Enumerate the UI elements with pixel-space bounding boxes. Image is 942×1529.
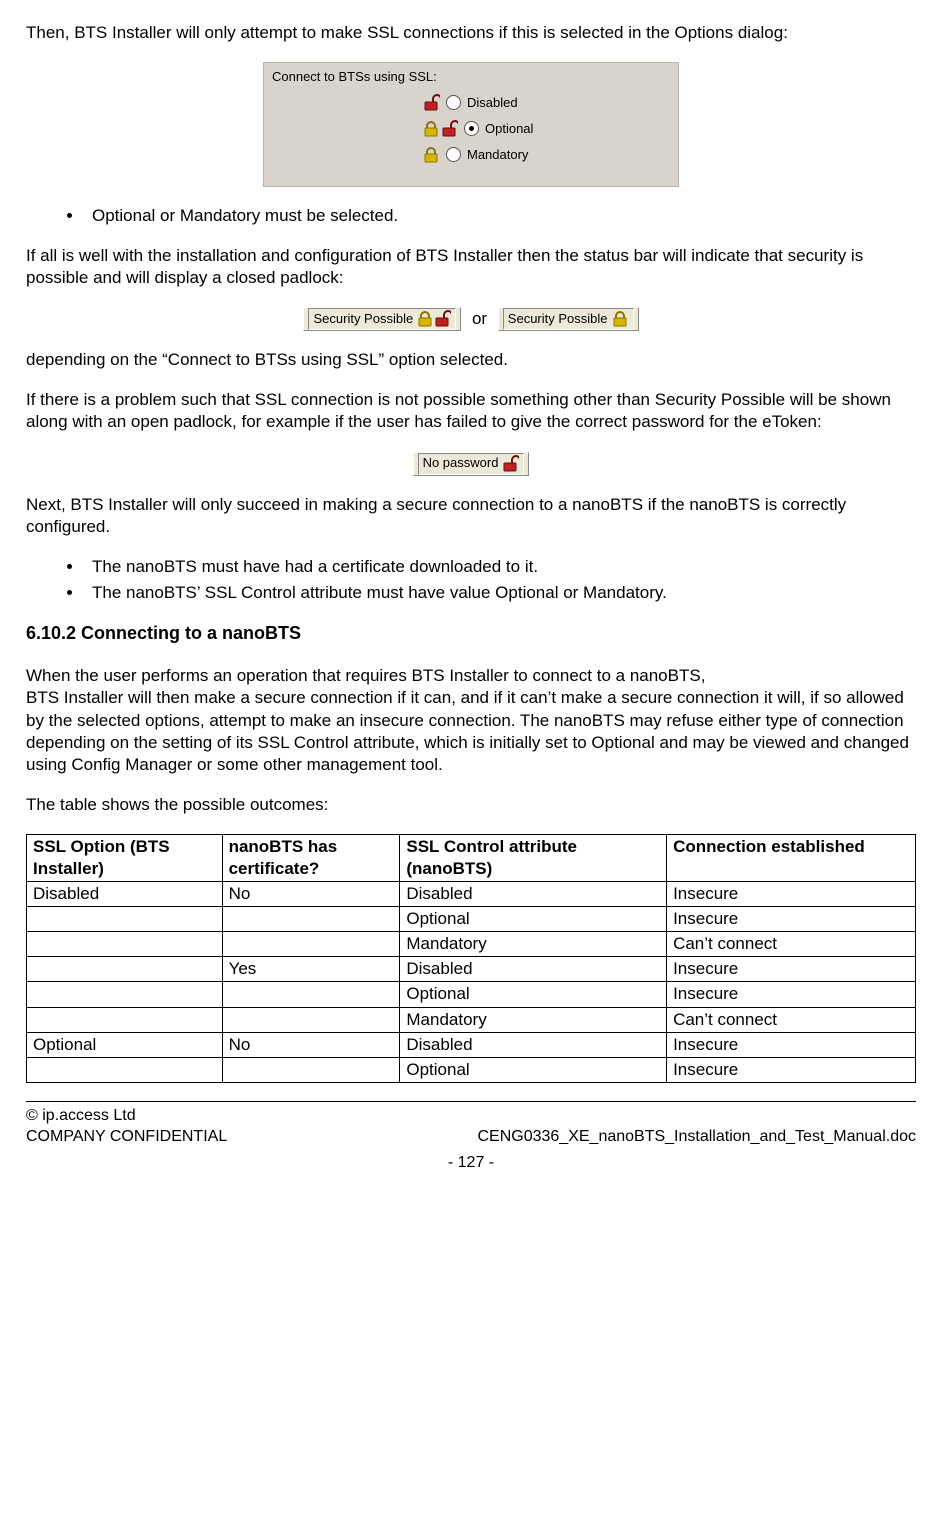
option-row-disabled[interactable]: Disabled — [422, 94, 670, 112]
table-cell — [27, 982, 223, 1007]
option-row-mandatory[interactable]: Mandatory — [422, 146, 670, 164]
table-cell: Disabled — [400, 957, 667, 982]
paragraph: BTS Installer will then make a secure co… — [26, 687, 916, 775]
table-cell: Insecure — [667, 1057, 916, 1082]
lock-open-icon — [501, 455, 519, 473]
table-row: DisabledNoDisabledInsecure — [27, 882, 916, 907]
option-row-optional[interactable]: Optional — [422, 120, 670, 138]
statusbar-optional: Security Possible — [303, 307, 461, 331]
table-header: Connection established — [667, 834, 916, 881]
lock-open-icon — [422, 94, 440, 112]
bullet-item: The nanoBTS must have had a certificate … — [84, 556, 916, 578]
lock-open-icon — [433, 310, 451, 328]
table-cell: Optional — [400, 982, 667, 1007]
table-cell: Insecure — [667, 907, 916, 932]
footer-copyright: © ip.access Ltd — [26, 1106, 916, 1127]
table-row: OptionalInsecure — [27, 907, 916, 932]
lock-closed-icon — [416, 310, 434, 328]
paragraph: If there is a problem such that SSL conn… — [26, 389, 916, 433]
lock-open-icon — [440, 120, 458, 138]
paragraph: depending on the “Connect to BTSs using … — [26, 349, 916, 371]
option-label: Optional — [485, 121, 533, 138]
table-cell: No — [222, 882, 400, 907]
table-cell — [27, 957, 223, 982]
table-cell — [222, 1007, 400, 1032]
radio-mandatory[interactable] — [446, 147, 461, 162]
table-cell: No — [222, 1032, 400, 1057]
status-text: Security Possible — [313, 311, 413, 328]
table-cell: Insecure — [667, 882, 916, 907]
lock-closed-icon — [422, 146, 440, 164]
table-cell: Disabled — [400, 1032, 667, 1057]
paragraph: The table shows the possible outcomes: — [26, 794, 916, 816]
options-dialog-title: Connect to BTSs using SSL: — [272, 69, 670, 86]
table-cell: Yes — [222, 957, 400, 982]
option-label: Disabled — [467, 95, 518, 112]
table-row: YesDisabledInsecure — [27, 957, 916, 982]
table-cell — [222, 1057, 400, 1082]
statusbar-mandatory: Security Possible — [498, 307, 639, 331]
table-cell — [27, 1057, 223, 1082]
options-dialog: Connect to BTSs using SSL: Disabled Opti… — [263, 62, 679, 187]
statusbar-no-password: No password — [413, 452, 530, 476]
table-cell: Mandatory — [400, 932, 667, 957]
page-footer: © ip.access Ltd COMPANY CONFIDENTIAL CEN… — [26, 1101, 916, 1174]
table-row: OptionalNoDisabledInsecure — [27, 1032, 916, 1057]
table-header: nanoBTS has certificate? — [222, 834, 400, 881]
section-heading: 6.10.2 Connecting to a nanoBTS — [26, 622, 916, 645]
table-cell: Mandatory — [400, 1007, 667, 1032]
paragraph: Then, BTS Installer will only attempt to… — [26, 22, 916, 44]
status-text: No password — [423, 455, 499, 472]
table-row: OptionalInsecure — [27, 1057, 916, 1082]
paragraph: When the user performs an operation that… — [26, 665, 916, 687]
table-cell: Disabled — [400, 882, 667, 907]
paragraph: Next, BTS Installer will only succeed in… — [26, 494, 916, 538]
status-text: Security Possible — [508, 311, 608, 328]
or-text: or — [472, 309, 487, 328]
footer-pagenum: - 127 - — [26, 1153, 916, 1174]
bullet-item: The nanoBTS’ SSL Control attribute must … — [84, 582, 916, 604]
table-cell: Insecure — [667, 1032, 916, 1057]
lock-closed-icon — [422, 120, 440, 138]
table-row: OptionalInsecure — [27, 982, 916, 1007]
table-cell: Optional — [400, 1057, 667, 1082]
footer-confidential: COMPANY CONFIDENTIAL — [26, 1127, 227, 1148]
ssl-outcomes-table: SSL Option (BTS Installer) nanoBTS has c… — [26, 834, 916, 1083]
bullet-item: Optional or Mandatory must be selected. — [84, 205, 916, 227]
table-cell: Insecure — [667, 957, 916, 982]
table-cell — [27, 932, 223, 957]
lock-closed-icon — [611, 310, 629, 328]
paragraph: If all is well with the installation and… — [26, 245, 916, 289]
table-row: MandatoryCan’t connect — [27, 1007, 916, 1032]
table-cell — [27, 907, 223, 932]
table-header: SSL Option (BTS Installer) — [27, 834, 223, 881]
radio-optional[interactable] — [464, 121, 479, 136]
table-cell — [222, 982, 400, 1007]
table-cell: Can’t connect — [667, 1007, 916, 1032]
table-cell: Can’t connect — [667, 932, 916, 957]
radio-disabled[interactable] — [446, 95, 461, 110]
table-header: SSL Control attribute (nanoBTS) — [400, 834, 667, 881]
table-cell — [222, 907, 400, 932]
table-cell — [27, 1007, 223, 1032]
table-cell: Optional — [400, 907, 667, 932]
option-label: Mandatory — [467, 147, 528, 164]
footer-docname: CENG0336_XE_nanoBTS_Installation_and_Tes… — [477, 1127, 916, 1148]
table-cell: Insecure — [667, 982, 916, 1007]
table-cell: Optional — [27, 1032, 223, 1057]
table-row: MandatoryCan’t connect — [27, 932, 916, 957]
table-cell: Disabled — [27, 882, 223, 907]
table-cell — [222, 932, 400, 957]
